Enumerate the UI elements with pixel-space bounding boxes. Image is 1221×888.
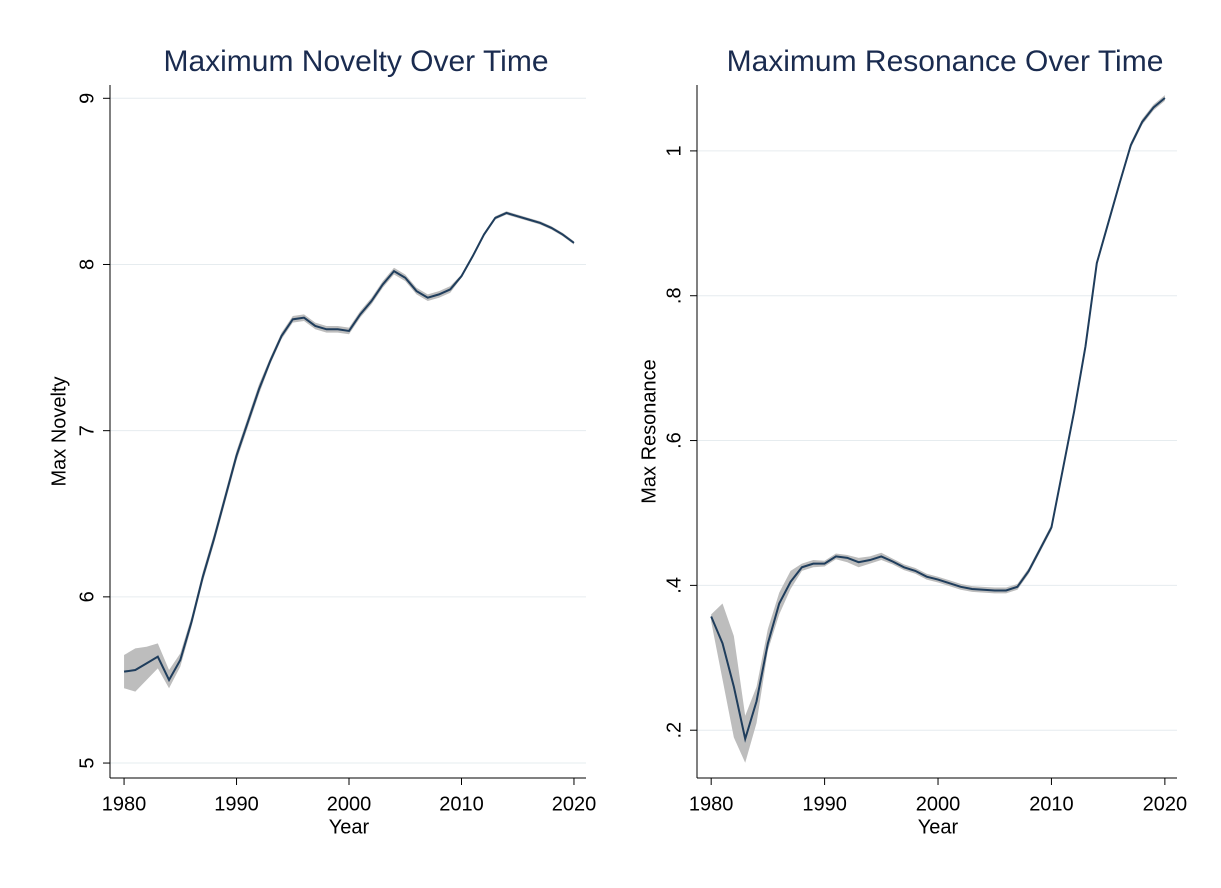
confidence-band: [711, 95, 1165, 763]
y-tick-label: .6: [663, 432, 685, 449]
y-tick-label: 5: [76, 757, 98, 768]
x-tick-label: 2000: [916, 793, 961, 815]
chart-title: Maximum Novelty Over Time: [163, 45, 548, 78]
y-tick-label: .2: [663, 722, 685, 739]
y-tick-label: .4: [663, 577, 685, 594]
x-tick-label: 2000: [327, 793, 372, 815]
y-tick-label: .8: [663, 287, 685, 304]
x-tick-label: 1980: [689, 793, 734, 815]
x-tick-label: 2020: [1143, 793, 1188, 815]
chart-title: Maximum Resonance Over Time: [727, 45, 1164, 78]
y-tick-label: 6: [76, 591, 98, 602]
x-tick-label: 1990: [802, 793, 847, 815]
x-tick-label: 2010: [439, 793, 484, 815]
y-axis-label: Max Resonance: [638, 359, 660, 504]
x-tick-label: 1990: [214, 793, 259, 815]
y-tick-label: 7: [76, 425, 98, 436]
x-axis-label: Year: [329, 816, 370, 838]
x-axis-label: Year: [918, 816, 959, 838]
y-tick-label: 8: [76, 259, 98, 270]
x-tick-label: 2020: [552, 793, 597, 815]
y-tick-label: 9: [76, 93, 98, 104]
y-tick-label: 1: [663, 145, 685, 156]
line: [710, 97, 1166, 743]
line: [123, 211, 575, 683]
x-tick-label: 1980: [102, 793, 147, 815]
y-axis-label: Max Novelty: [48, 376, 70, 486]
x-tick-label: 2010: [1029, 793, 1074, 815]
